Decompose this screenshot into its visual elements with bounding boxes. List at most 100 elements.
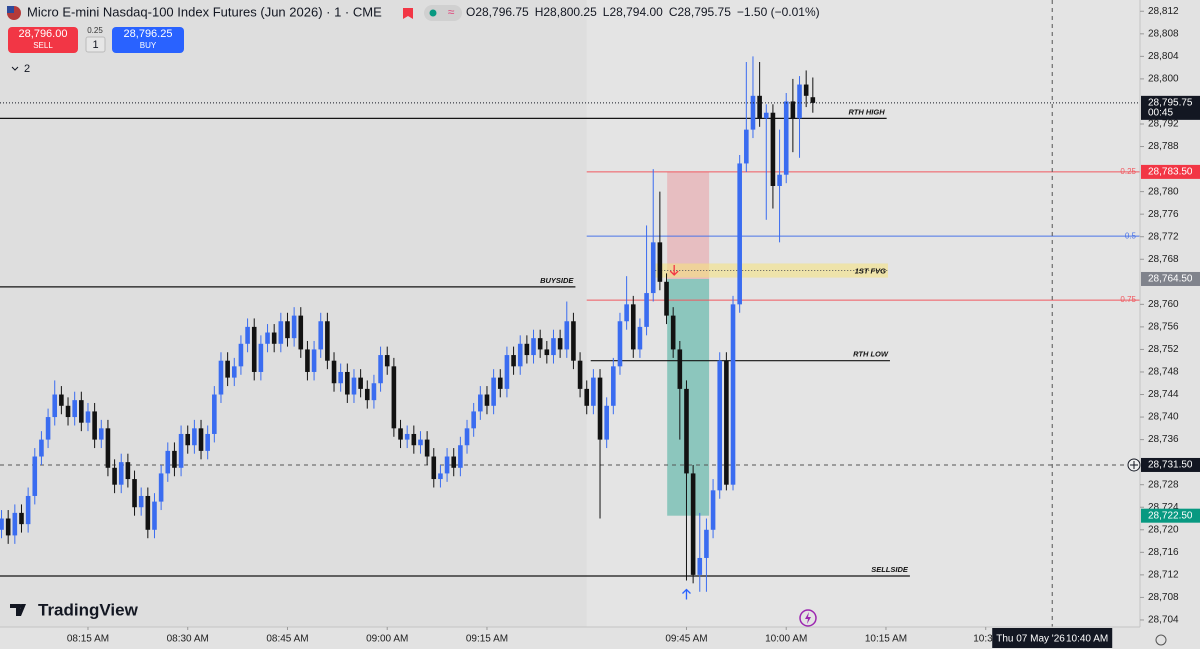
candle-body xyxy=(790,101,796,119)
candle-body xyxy=(218,360,224,395)
candle-body xyxy=(497,377,503,389)
candle-body xyxy=(278,321,284,344)
candle-body xyxy=(45,417,51,440)
candle-body xyxy=(478,394,483,412)
fib-label: 0.75 xyxy=(1120,295,1136,304)
candle-body xyxy=(770,112,776,186)
x-tick-label: 09:45 AM xyxy=(665,634,707,645)
candle-body xyxy=(504,355,510,389)
candle-body xyxy=(305,349,310,372)
x-tick-label: 08:30 AM xyxy=(167,634,209,645)
logo-text: TradingView xyxy=(38,600,139,619)
candle-body xyxy=(79,400,84,423)
x-tick-label: 09:15 AM xyxy=(466,634,508,645)
candle-body xyxy=(650,242,656,294)
stop-zone xyxy=(667,171,710,279)
candle-body xyxy=(737,163,742,305)
level-label: RTH LOW xyxy=(853,350,889,359)
candle-body xyxy=(112,467,117,485)
level-label: SELLSIDE xyxy=(871,565,909,574)
candle-body xyxy=(664,281,669,316)
candle-body xyxy=(484,394,490,406)
candle-body xyxy=(398,428,403,440)
x-tick-label: 08:15 AM xyxy=(67,634,109,645)
y-tick-label: 28,736 xyxy=(1148,434,1179,445)
crosshair-date: Thu 07 May '26 xyxy=(996,634,1065,645)
y-tick-label: 28,756 xyxy=(1148,322,1179,333)
candle-body xyxy=(251,326,257,372)
price-tag-label: 28,795.75 xyxy=(1148,97,1193,108)
ohlc-values: O28,796.75 H28,800.25 L28,794.00 C28,795.75… xyxy=(466,5,820,19)
candle-body xyxy=(19,512,24,525)
qty[interactable]: 1 xyxy=(92,39,98,51)
ohlc-value: L28,794.00 xyxy=(603,5,663,19)
fib-label: 0.25 xyxy=(1120,167,1136,176)
candle-body xyxy=(557,338,563,350)
candle-body xyxy=(205,433,210,451)
candle-body xyxy=(564,321,570,350)
candle-body xyxy=(517,343,523,367)
candle-body xyxy=(59,394,64,406)
flag-button[interactable] xyxy=(403,8,413,19)
sell-button[interactable] xyxy=(8,27,78,53)
buy-label[interactable]: BUY xyxy=(140,41,157,50)
candle-body xyxy=(39,439,44,457)
candle-body xyxy=(178,433,184,468)
price-tag xyxy=(1141,457,1200,472)
candle-body xyxy=(424,439,430,457)
y-tick-label: 28,728 xyxy=(1148,479,1179,490)
candle-body xyxy=(431,456,437,480)
collapse-chevron[interactable] xyxy=(11,66,19,71)
candle-body xyxy=(105,428,111,468)
crosshair-plus[interactable] xyxy=(1130,460,1138,469)
candle-body xyxy=(25,495,31,525)
y-tick-label: 28,792 xyxy=(1148,119,1179,130)
candle-body xyxy=(717,360,723,491)
time-axis xyxy=(0,627,1140,649)
event-icon[interactable] xyxy=(805,612,811,624)
candle-body xyxy=(757,95,762,119)
candle-body xyxy=(298,315,304,350)
price-tag xyxy=(1141,508,1200,523)
indicators-count[interactable]: 2 xyxy=(24,63,30,75)
sell-price[interactable]: 28,796.00 xyxy=(19,28,68,40)
qty-box[interactable] xyxy=(85,36,106,53)
candle-body xyxy=(271,332,277,344)
candle-body xyxy=(690,473,696,575)
candle-body xyxy=(624,304,629,322)
y-tick-label: 28,768 xyxy=(1148,254,1179,265)
candle-body xyxy=(511,355,516,367)
sell-label[interactable]: SELL xyxy=(33,41,53,50)
candle-body xyxy=(265,332,270,344)
candle-body xyxy=(724,360,729,485)
candle-body xyxy=(192,428,197,446)
candle-body xyxy=(364,388,370,401)
candle-body xyxy=(125,462,131,480)
event-icon[interactable] xyxy=(799,609,817,627)
candle-body xyxy=(537,338,543,350)
entry-arrow xyxy=(669,264,679,276)
candle-body xyxy=(212,394,217,434)
buy-button[interactable] xyxy=(112,27,184,53)
candle-body xyxy=(451,456,457,468)
price-tag xyxy=(1141,95,1200,120)
settings-icon[interactable] xyxy=(1155,634,1167,646)
y-tick-label: 28,808 xyxy=(1148,28,1179,39)
x-tick-label: 10:30 xyxy=(973,634,998,645)
y-tick-label: 28,772 xyxy=(1148,231,1179,242)
candle-body xyxy=(763,112,769,119)
candle-body xyxy=(345,371,350,395)
candle-body xyxy=(0,518,4,530)
session-background xyxy=(586,0,1140,627)
candle-body xyxy=(258,343,264,372)
low-arrow xyxy=(682,588,691,600)
buy-price[interactable]: 28,796.25 xyxy=(124,28,173,40)
candle-body xyxy=(657,242,663,282)
candle-body xyxy=(98,428,104,440)
status-dot xyxy=(429,9,437,17)
candle-body xyxy=(704,529,709,558)
candle-body xyxy=(803,84,809,96)
candle-body xyxy=(378,355,383,384)
candle-body xyxy=(491,377,496,406)
